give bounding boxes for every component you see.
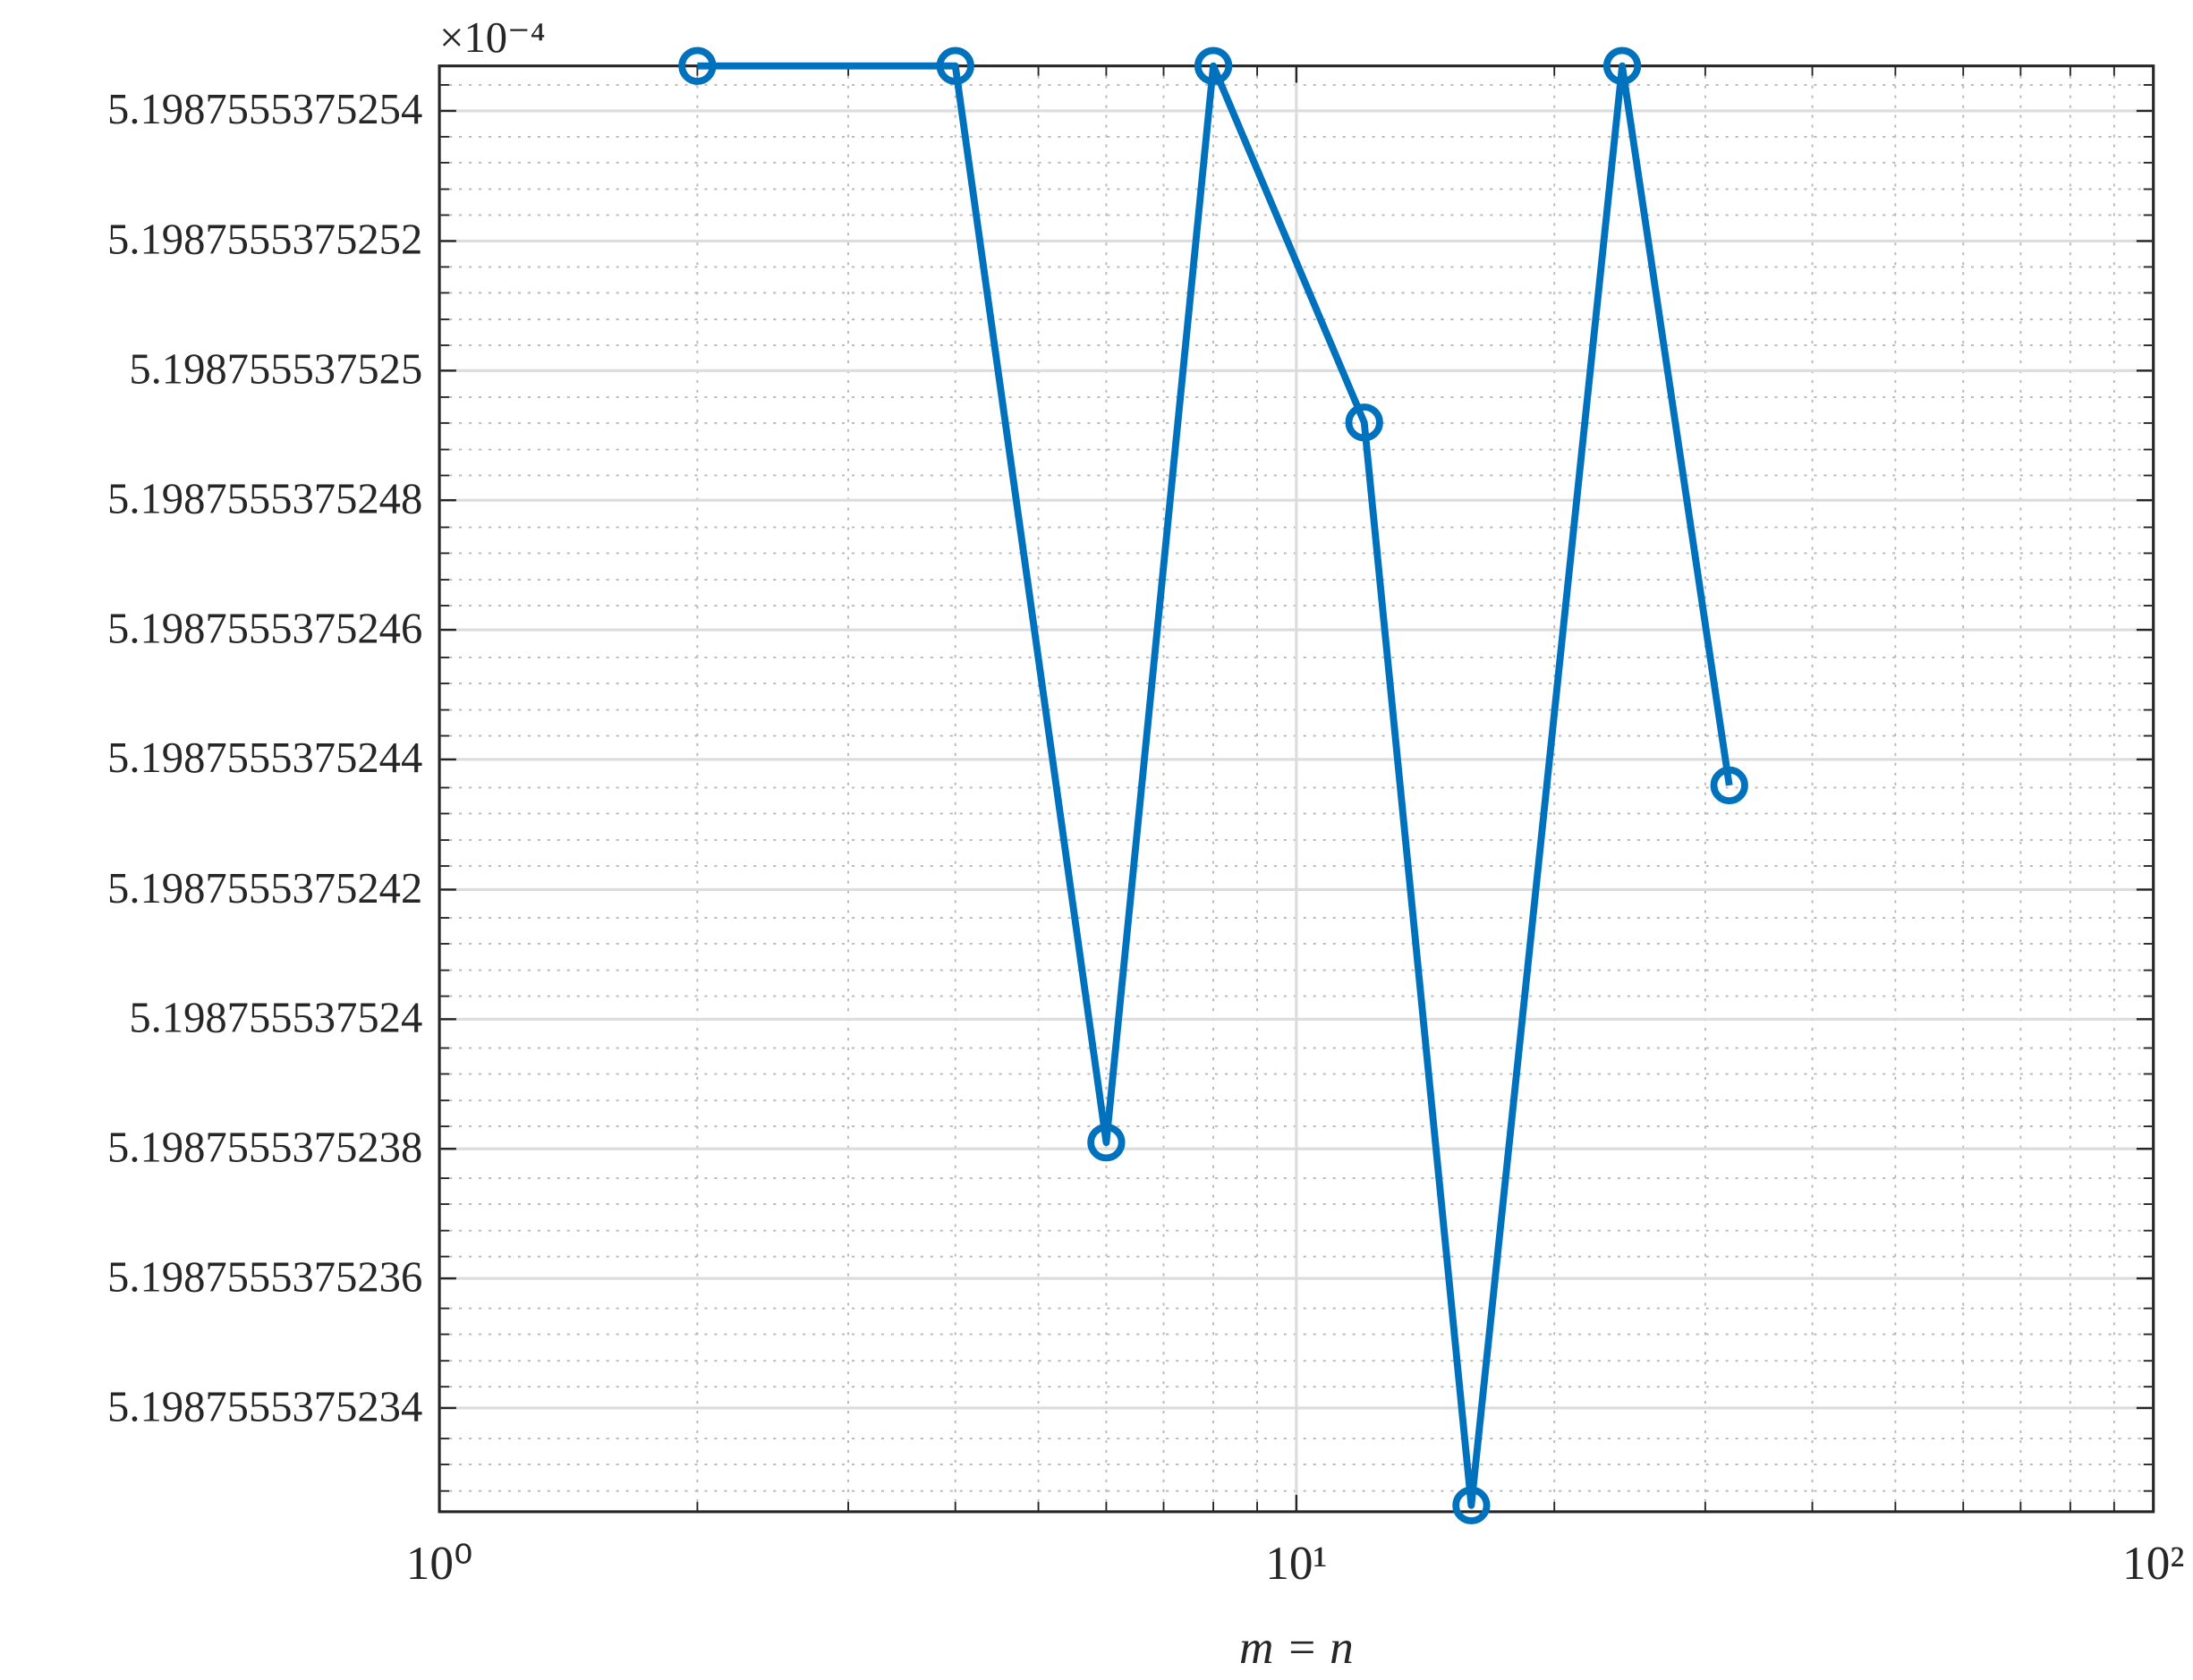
- y-tick-label: 5.198755537524: [129, 994, 422, 1042]
- y-tick-label: 5.1987555375234: [107, 1382, 422, 1430]
- y-tick-label: 5.1987555375242: [107, 864, 422, 912]
- data-marker: [678, 47, 717, 85]
- x-tick-label: 10¹: [1265, 1537, 1327, 1590]
- y-tick-label: 5.1987555375238: [107, 1124, 422, 1172]
- y-tick-label: 5.1987555375254: [107, 85, 422, 133]
- y-tick-label: 5.1987555375246: [107, 604, 422, 652]
- x-tick-label: 10²: [2122, 1537, 2184, 1590]
- x-axis-label: m = n: [1239, 1621, 1354, 1674]
- data-line: [697, 62, 1733, 1509]
- y-tick-label: 5.1987555375248: [107, 474, 422, 522]
- data-marker: [1710, 766, 1748, 805]
- y-exponent: ×10⁻⁴: [439, 13, 546, 62]
- y-tick-label: 5.198755537525: [129, 345, 422, 394]
- data-marker: [1602, 47, 1642, 85]
- axes-box: [438, 64, 2155, 1514]
- data-marker: [1452, 1486, 1491, 1524]
- data-marker: [936, 47, 974, 85]
- data-marker: [1194, 47, 1233, 85]
- data-marker: [1087, 1123, 1126, 1162]
- y-tick-label: 5.1987555375252: [107, 216, 422, 264]
- y-tick-label: 5.1987555375244: [107, 734, 422, 782]
- y-tick-label: 5.1987555375236: [107, 1252, 422, 1301]
- data-marker: [1345, 403, 1383, 442]
- x-tick-label: 10⁰: [406, 1537, 473, 1590]
